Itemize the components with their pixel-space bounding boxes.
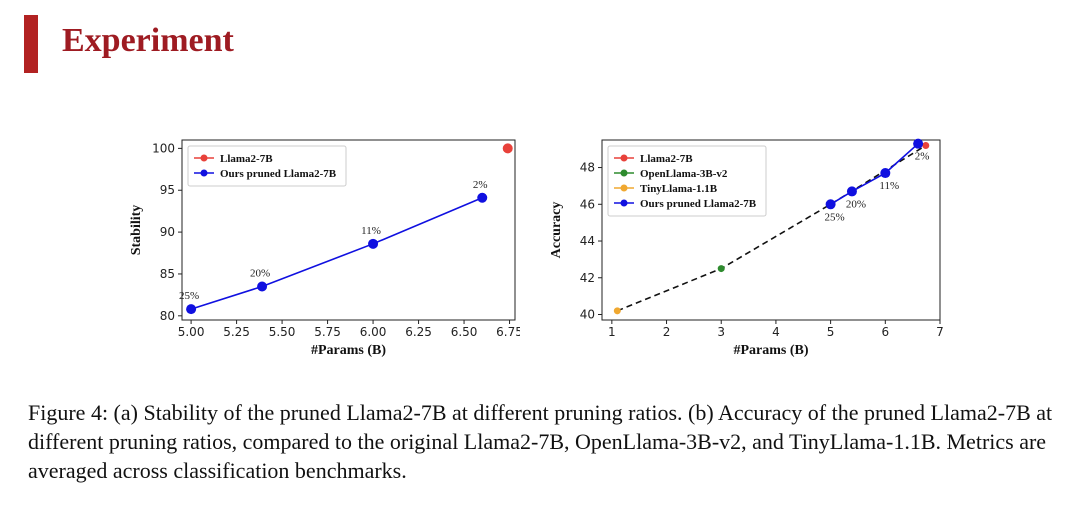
legend-box bbox=[607, 145, 767, 217]
y-axis-label: Accuracy bbox=[549, 202, 564, 259]
data-point bbox=[825, 199, 836, 210]
trend-line bbox=[617, 144, 927, 312]
series-line bbox=[190, 197, 483, 310]
data-point bbox=[368, 238, 379, 249]
x-tick-label: 6.00 bbox=[360, 325, 387, 339]
y-tick-label: 100 bbox=[152, 141, 175, 155]
data-point bbox=[613, 307, 621, 315]
data-label: 11% bbox=[879, 180, 899, 192]
y-tick-label: 40 bbox=[580, 307, 595, 321]
x-axis-label: #Params (B) bbox=[311, 343, 386, 358]
legend-swatch-marker bbox=[200, 169, 208, 177]
data-label: 25% bbox=[825, 211, 845, 223]
data-label: 25% bbox=[179, 290, 199, 302]
y-axis-label: Stability bbox=[129, 205, 144, 256]
series-line bbox=[830, 143, 919, 205]
stability-chart: 5.00 5.25 5.50 5.75 6.00 6.25 6.50 6.75 80 85 90 95… bbox=[129, 139, 520, 358]
legend-swatch-marker bbox=[620, 169, 628, 177]
x-tick-label: 5.75 bbox=[314, 325, 341, 339]
y-tick-label: 85 bbox=[160, 267, 175, 281]
x-tick-label: 3 bbox=[717, 325, 725, 339]
legend-swatch-marker bbox=[200, 154, 208, 162]
x-tick-label: 1 bbox=[608, 325, 616, 339]
x-tick-label: 5.00 bbox=[178, 325, 205, 339]
plot-frame bbox=[181, 139, 516, 321]
data-point bbox=[257, 281, 268, 292]
x-tick-label: 4 bbox=[772, 325, 780, 339]
legend-box bbox=[187, 145, 347, 187]
legend-label: Llama2-7B bbox=[220, 153, 273, 165]
legend-label: TinyLlama-1.1B bbox=[640, 183, 718, 195]
data-point bbox=[880, 168, 891, 179]
x-tick-label: 7 bbox=[936, 325, 944, 339]
legend-swatch-marker bbox=[620, 184, 628, 192]
y-tick-label: 46 bbox=[580, 197, 595, 211]
legend-swatch-marker bbox=[620, 154, 628, 162]
data-point bbox=[717, 265, 725, 273]
x-tick-label: 6.75 bbox=[496, 325, 520, 339]
data-label: 20% bbox=[250, 268, 270, 280]
data-label: 20% bbox=[846, 198, 866, 210]
plot-frame bbox=[601, 139, 941, 321]
data-point bbox=[186, 304, 197, 315]
data-label: 11% bbox=[361, 225, 381, 237]
y-tick-label: 44 bbox=[580, 234, 595, 248]
y-tick-label: 48 bbox=[580, 161, 595, 175]
data-point bbox=[846, 186, 857, 197]
x-tick-label: 6 bbox=[881, 325, 889, 339]
y-tick-label: 80 bbox=[160, 309, 175, 323]
data-label: 2% bbox=[473, 179, 488, 191]
y-tick-label: 95 bbox=[160, 183, 175, 197]
y-tick-label: 42 bbox=[580, 271, 595, 285]
x-tick-label: 5.50 bbox=[269, 325, 296, 339]
legend-label: Ours pruned Llama2-7B bbox=[220, 168, 337, 180]
x-tick-label: 6.25 bbox=[405, 325, 432, 339]
data-point bbox=[922, 142, 930, 150]
x-tick-label: 5 bbox=[827, 325, 835, 339]
data-label: 2% bbox=[915, 151, 930, 163]
slide-title: Experiment bbox=[62, 22, 234, 59]
legend-label: Llama2-7B bbox=[640, 153, 693, 165]
x-tick-label: 2 bbox=[663, 325, 671, 339]
y-tick-label: 90 bbox=[160, 225, 175, 239]
data-point bbox=[502, 143, 513, 154]
data-point bbox=[913, 138, 924, 149]
x-tick-label: 5.25 bbox=[223, 325, 250, 339]
legend-swatch-marker bbox=[620, 199, 628, 207]
data-point bbox=[477, 192, 488, 203]
legend-label: Ours pruned Llama2-7B bbox=[640, 198, 757, 210]
legend-label: OpenLlama-3B-v2 bbox=[640, 168, 728, 180]
x-axis-label: #Params (B) bbox=[733, 343, 808, 358]
x-tick-label: 6.50 bbox=[451, 325, 478, 339]
title-accent-bar bbox=[24, 15, 38, 73]
figure-caption: Figure 4: (a) Stability of the pruned Ll… bbox=[28, 400, 1053, 483]
